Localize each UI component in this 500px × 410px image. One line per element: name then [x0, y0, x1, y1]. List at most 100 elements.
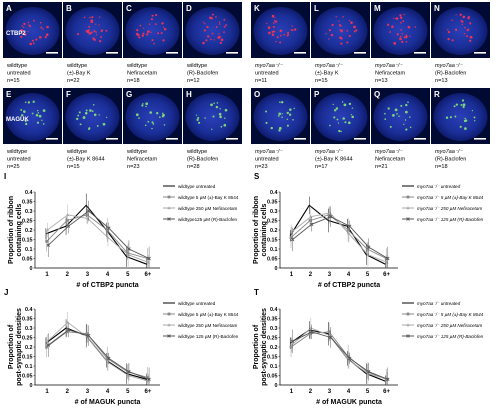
- y-tick-label: 0.1: [25, 364, 33, 370]
- puncta: [461, 20, 464, 23]
- x-axis-label: # of MAGUK puncta: [75, 399, 141, 406]
- puncta: [404, 119, 407, 121]
- puncta: [337, 122, 340, 124]
- puncta: [447, 37, 450, 41]
- scale-bar: [354, 52, 366, 54]
- series-3: wildtype 125 µM (R)-Baclofen: [46, 322, 239, 385]
- puncta: [447, 29, 449, 31]
- puncta: [42, 123, 45, 125]
- puncta: [275, 41, 277, 43]
- panel-caption-line: n=15: [67, 164, 80, 170]
- puncta: [33, 19, 35, 22]
- puncta: [148, 23, 151, 25]
- y-tick-label: 0.05: [22, 257, 33, 263]
- y-tick-label: 0: [30, 383, 33, 389]
- legend-label: wildtype 250 µM Nefiracetam: [178, 323, 237, 328]
- puncta: [330, 33, 334, 37]
- data-point: [125, 251, 129, 255]
- puncta: [344, 121, 347, 124]
- legend-label: wildtype125 µM (R)-Baclofen: [178, 217, 238, 222]
- puncta: [294, 28, 297, 31]
- puncta: [332, 103, 334, 106]
- data-point: [309, 330, 314, 334]
- puncta: [290, 29, 293, 31]
- y-tick-label: 0.35: [22, 317, 33, 323]
- scale-bar: [474, 52, 486, 54]
- puncta: [336, 118, 339, 121]
- puncta: [389, 31, 391, 33]
- data-point: [328, 211, 332, 215]
- panel-letter: O: [254, 90, 260, 99]
- x-tick-label: 6+: [144, 389, 151, 395]
- puncta: [210, 103, 213, 107]
- puncta: [341, 29, 344, 31]
- panel-letter: A: [6, 4, 12, 13]
- panel-caption-line: Nefiracetam: [375, 71, 405, 77]
- puncta: [146, 33, 149, 36]
- puncta: [98, 39, 102, 43]
- puncta: [225, 24, 227, 27]
- puncta: [267, 26, 271, 29]
- data-point: [66, 224, 71, 228]
- puncta: [409, 35, 411, 37]
- puncta: [40, 26, 43, 29]
- legend-label: wildtype 250 µM Nefiracetam: [178, 206, 237, 211]
- puncta: [141, 104, 144, 107]
- x-tick-label: 4: [347, 272, 351, 278]
- panel-caption-line: n=13: [435, 78, 448, 84]
- puncta: [339, 24, 342, 27]
- data-point: [365, 247, 369, 251]
- panel-caption-line: myo7aa⁻/⁻: [435, 149, 463, 155]
- data-point: [290, 237, 295, 242]
- puncta: [325, 33, 327, 35]
- puncta: [265, 121, 268, 124]
- puncta: [292, 29, 294, 31]
- cell-cluster: [433, 93, 488, 141]
- panel-caption-line: n=15: [315, 78, 328, 84]
- panel-letter: P: [314, 90, 320, 99]
- x-tick-label: 3: [328, 272, 332, 278]
- puncta: [455, 29, 458, 32]
- panel-caption-line: wildtype: [126, 149, 147, 155]
- puncta: [391, 25, 394, 28]
- puncta: [218, 33, 220, 35]
- panel-caption-line: wildtype: [66, 63, 87, 69]
- puncta: [153, 42, 155, 45]
- puncta: [163, 124, 166, 126]
- puncta: [338, 129, 341, 133]
- data-point: [384, 257, 388, 260]
- x-tick-label: 5: [126, 389, 130, 395]
- puncta: [45, 33, 49, 37]
- puncta: [405, 36, 408, 39]
- y-tick-label: 0.2: [270, 345, 278, 351]
- puncta: [219, 115, 222, 119]
- panel-caption-line: n=15: [7, 78, 20, 84]
- x-tick-label: 4: [347, 389, 351, 395]
- chart-letter: T: [254, 288, 259, 297]
- x-tick-label: 2: [309, 389, 313, 395]
- data-point: [327, 330, 331, 334]
- puncta: [83, 16, 86, 19]
- puncta: [207, 35, 210, 38]
- puncta: [393, 42, 397, 45]
- puncta: [164, 28, 167, 30]
- data-point: [146, 257, 149, 260]
- puncta: [469, 39, 472, 42]
- panel-caption-line: (R)-Baclofen: [187, 157, 218, 163]
- puncta: [348, 19, 350, 22]
- scale-bar: [226, 138, 238, 140]
- puncta: [23, 111, 26, 114]
- puncta: [89, 109, 92, 112]
- puncta: [154, 23, 157, 25]
- legend-label: wildtype untreated: [178, 301, 216, 306]
- puncta: [46, 25, 49, 29]
- puncta: [340, 42, 343, 45]
- puncta: [150, 31, 152, 33]
- y-tick-label: 0: [275, 383, 278, 389]
- series-line: [47, 214, 149, 263]
